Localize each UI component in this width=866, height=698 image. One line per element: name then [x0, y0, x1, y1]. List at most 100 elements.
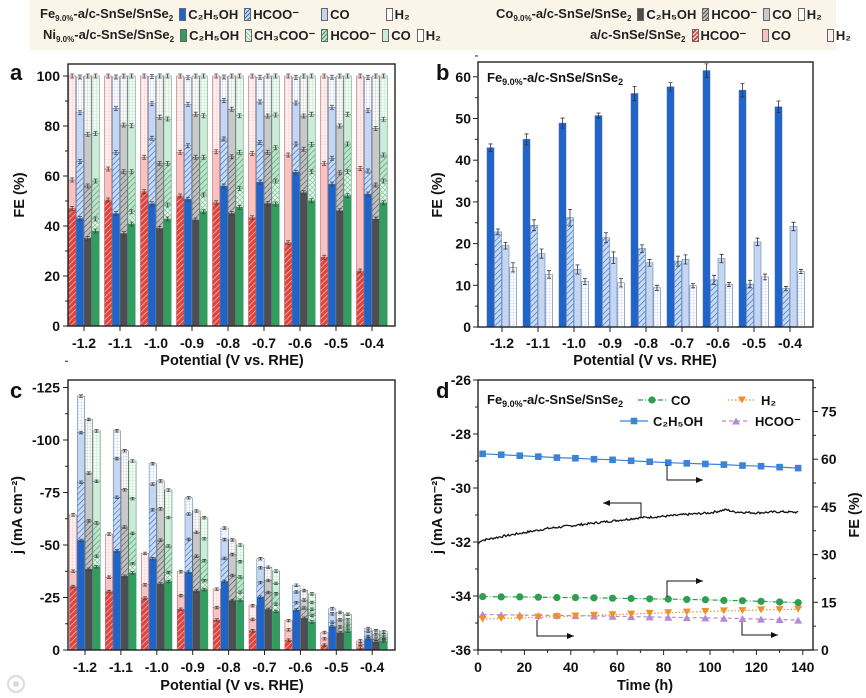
error-bar	[345, 618, 350, 622]
bar-segment-c-co-5-2	[264, 580, 273, 593]
bar-segment-ac-2-0	[140, 191, 149, 327]
error-bar	[668, 82, 673, 92]
error-bar	[165, 73, 170, 79]
error-bar	[77, 110, 82, 116]
y-tick-label: 0	[463, 319, 471, 335]
error-bar	[381, 200, 386, 206]
bar-segment-ni-7-1	[343, 171, 352, 196]
bar-b-2-0	[501, 245, 510, 328]
panel-label-b: b	[436, 60, 449, 85]
error-bar	[274, 581, 279, 586]
data-point	[571, 612, 580, 620]
bar-segment-ac-7-1	[320, 163, 329, 258]
bar-b-3-2	[581, 281, 589, 328]
bar-segment-ac-4-2	[212, 75, 221, 152]
error-bar	[338, 625, 343, 629]
error-bar	[655, 284, 659, 291]
x-tick-label: 0	[474, 659, 482, 675]
y-tick-label: -125	[32, 380, 60, 396]
bar-segment-ac-0-2	[68, 75, 77, 181]
legend-row-ac: a/c-SnSe/SnSe2 HCOO⁻ CO H₂	[590, 27, 851, 44]
x-tick-label: -1.1	[526, 335, 550, 351]
legend-label: C₂H₅OH	[189, 28, 240, 43]
error-bar	[338, 610, 343, 615]
error-bar	[157, 226, 162, 231]
error-bar	[301, 113, 306, 119]
legend-label: H₂	[394, 7, 410, 22]
bar-segment-co-0-2	[83, 134, 92, 187]
bar-segment-ni-5-4	[271, 75, 280, 116]
error-bar	[286, 638, 291, 642]
x-tick-label: -0.4	[778, 335, 802, 351]
bar-segment-co-8-3	[371, 75, 380, 129]
arrow-co-right-axis-head	[696, 578, 703, 584]
x-axis-label: Potential (V vs. RHE)	[160, 678, 304, 694]
error-bar	[345, 169, 350, 175]
y-tick-label: -26	[451, 372, 471, 388]
panel-b-title: Fe9.0%-a/c-SnSe/SnSe2	[487, 70, 623, 87]
error-bar	[265, 149, 270, 155]
bar-segment-co-2-3	[155, 75, 164, 118]
title-part: 2	[618, 399, 623, 409]
error-bar	[302, 616, 307, 620]
error-bar	[712, 274, 716, 285]
error-bar	[322, 643, 327, 647]
x-tick-label: -1.0	[144, 335, 168, 351]
legend-label: H₂	[806, 7, 822, 22]
bar-segment-fe-0-1	[76, 161, 84, 219]
error-bar	[194, 589, 199, 593]
error-bar	[503, 241, 508, 250]
error-bar	[330, 607, 335, 611]
data-point	[627, 457, 635, 465]
data-point	[757, 597, 765, 605]
y-tick-label: 60	[44, 168, 60, 184]
bar-segment-c-ni-1-3	[128, 498, 137, 534]
bar-segment-ni-5-0	[271, 203, 280, 327]
error-bar	[250, 617, 255, 622]
error-bar	[185, 101, 190, 107]
error-bar	[229, 211, 234, 216]
error-bar	[86, 567, 91, 571]
data-point	[757, 606, 766, 614]
y-tick-label: -32	[451, 534, 471, 550]
data-point	[794, 464, 802, 472]
bar-segment-c-ac-0-0	[69, 586, 78, 651]
error-bar	[71, 584, 76, 589]
bar-segment-co-6-3	[299, 75, 308, 117]
y-tick-label: 40	[44, 218, 60, 234]
error-bar	[237, 204, 242, 210]
bar-b-2-4	[645, 262, 654, 328]
error-bar	[345, 193, 350, 199]
bar-segment-ac-6-0	[284, 242, 293, 327]
bar-segment-ni-8-2	[379, 154, 388, 182]
error-bar	[619, 278, 623, 288]
error-bar	[301, 146, 306, 152]
bar-b-1-1	[530, 225, 538, 328]
error-bar	[560, 117, 565, 129]
bar-segment-ni-2-4	[163, 75, 172, 120]
data-point	[739, 462, 746, 469]
data-point	[608, 594, 617, 602]
error-bar	[113, 211, 118, 216]
bar-segment-c-ni-3-0	[200, 589, 209, 651]
bar-segment-fe-8-1	[364, 170, 372, 195]
error-bar	[358, 642, 363, 646]
bar-segment-ni-8-0	[379, 202, 388, 327]
error-bar	[266, 578, 271, 583]
bar-segment-c-ni-4-3	[236, 561, 245, 578]
bar-segment-c-fe-1-2	[112, 458, 121, 498]
error-bar	[596, 112, 601, 119]
bar-segment-fe-1-0	[112, 213, 120, 327]
error-bar	[257, 99, 262, 105]
error-bar	[381, 73, 386, 79]
bar-segment-c-ac-2-2	[141, 553, 149, 586]
error-bar	[381, 152, 386, 158]
bar-b-1-6	[710, 279, 718, 328]
error-bar	[149, 135, 154, 141]
error-bar	[201, 154, 206, 160]
error-bar	[107, 532, 112, 536]
bar-b-3-6	[725, 284, 733, 328]
error-bar	[337, 73, 342, 79]
fe-line	[482, 595, 799, 604]
panel-d-title: Fe9.0%-a/c-SnSe/SnSe2	[487, 392, 623, 409]
